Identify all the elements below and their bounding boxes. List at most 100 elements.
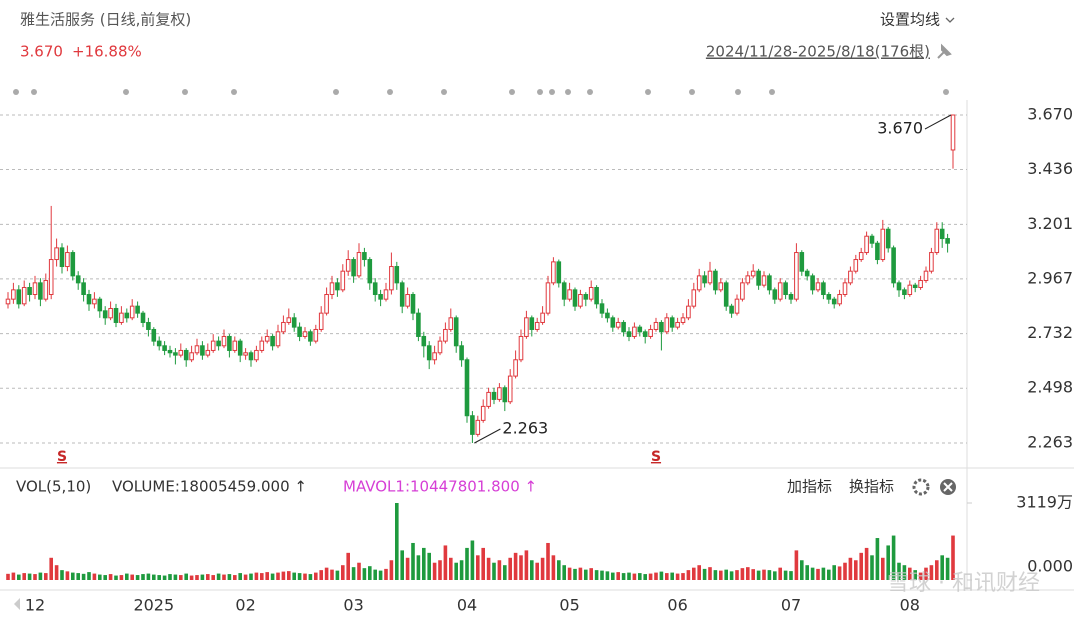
candle-body	[918, 280, 923, 289]
candle-body	[783, 282, 788, 296]
candle-body	[648, 328, 653, 337]
volume-bar	[800, 560, 804, 580]
candle-body	[740, 282, 745, 300]
candle-body	[583, 294, 589, 300]
candle-body	[588, 287, 594, 300]
watermark: 雪球 · 和讯财经	[887, 571, 1040, 596]
annotation-arrow	[474, 428, 501, 444]
volume-bar	[643, 574, 647, 580]
date-range[interactable]: 2024/11/28-2025/8/18(176根)	[706, 43, 930, 61]
candle-body	[335, 282, 340, 291]
candle-body	[70, 252, 76, 277]
volume-bar	[686, 570, 691, 580]
volume-bar	[179, 575, 183, 580]
volume-bar	[832, 565, 836, 580]
pin-icon[interactable]	[937, 43, 952, 59]
volume-bar	[60, 570, 64, 580]
volume-bar	[621, 573, 626, 580]
volume-bar	[54, 565, 59, 580]
volume-bar	[222, 574, 226, 580]
volume-bar	[854, 560, 858, 580]
add-indicator[interactable]: 加指标	[787, 478, 832, 496]
candle-body	[486, 391, 491, 407]
candle-body	[907, 284, 913, 296]
candle-body	[853, 259, 859, 272]
candle-body	[297, 326, 302, 337]
candle-body	[551, 261, 556, 284]
volume-tick-label: 3119万	[1016, 493, 1073, 512]
candle-body	[578, 294, 583, 307]
candle-body	[491, 391, 497, 400]
switch-indicator[interactable]: 换指标	[849, 478, 894, 496]
candle-body	[237, 340, 243, 356]
candle-body	[929, 252, 934, 272]
ma-setting[interactable]: 设置均线	[880, 11, 940, 29]
candle-body	[459, 345, 464, 361]
volume-bar	[886, 545, 890, 580]
volume-bar	[206, 574, 210, 580]
annotation-arrow	[924, 114, 952, 130]
candle-body	[443, 328, 448, 342]
candle-body	[313, 328, 319, 342]
candle-body	[761, 275, 767, 286]
candle-body	[318, 312, 324, 330]
candle-body	[437, 340, 443, 354]
candle-body	[848, 270, 853, 284]
settings-icon[interactable]	[912, 478, 930, 496]
volume-bar	[719, 570, 723, 580]
volume-bar	[303, 573, 307, 580]
scroll-left[interactable]	[14, 598, 20, 610]
volume-bar	[189, 575, 194, 580]
volume-bar	[405, 557, 410, 580]
annotation-label: 2.263	[502, 419, 548, 438]
volume-bar	[98, 574, 102, 580]
candle-body	[599, 303, 605, 314]
volume-bar	[638, 573, 642, 580]
volume-bar	[33, 574, 37, 580]
candle-body	[513, 359, 518, 377]
event-icons	[13, 89, 949, 95]
volume-bar	[778, 567, 782, 580]
volume-bar	[918, 572, 923, 580]
volume-bar	[6, 573, 10, 580]
candle-body	[632, 326, 637, 337]
volume-bar	[713, 570, 718, 580]
volume-bar	[243, 574, 248, 580]
candle-body	[615, 321, 621, 328]
candle-body	[92, 298, 97, 305]
volume-bar	[211, 575, 215, 580]
volume-bar	[449, 557, 453, 580]
candle-body	[788, 294, 794, 300]
candle-body	[718, 282, 724, 291]
candle-body	[686, 305, 691, 319]
candle-body	[38, 282, 43, 300]
volume-bar	[837, 566, 842, 580]
candle-body	[405, 294, 410, 307]
volume-bar	[476, 555, 480, 580]
volume-bar	[535, 562, 539, 580]
candle-body	[183, 349, 189, 361]
candle-body	[410, 294, 416, 314]
candle-body	[16, 289, 22, 305]
candle-body	[113, 307, 119, 323]
candle-body	[432, 352, 437, 361]
volume-bar	[827, 569, 831, 580]
candle-body	[124, 312, 130, 319]
candle-body	[880, 228, 886, 261]
volume-bar	[146, 573, 151, 580]
candle-body	[475, 419, 481, 435]
dropdown-icon[interactable]	[945, 17, 955, 23]
volume-bar	[902, 565, 907, 580]
candle-body	[561, 282, 567, 300]
x-tick-label: 04	[457, 596, 477, 615]
candle-body	[723, 282, 729, 307]
candle-body	[372, 282, 378, 296]
candle-body	[308, 331, 313, 342]
close-icon-x[interactable]	[943, 482, 953, 492]
volume-bar	[17, 574, 21, 580]
volume-bar	[11, 572, 16, 580]
candle-body	[572, 289, 578, 307]
volume-bar	[141, 574, 145, 580]
volume-bar	[530, 560, 534, 580]
volume-bar	[195, 575, 199, 580]
